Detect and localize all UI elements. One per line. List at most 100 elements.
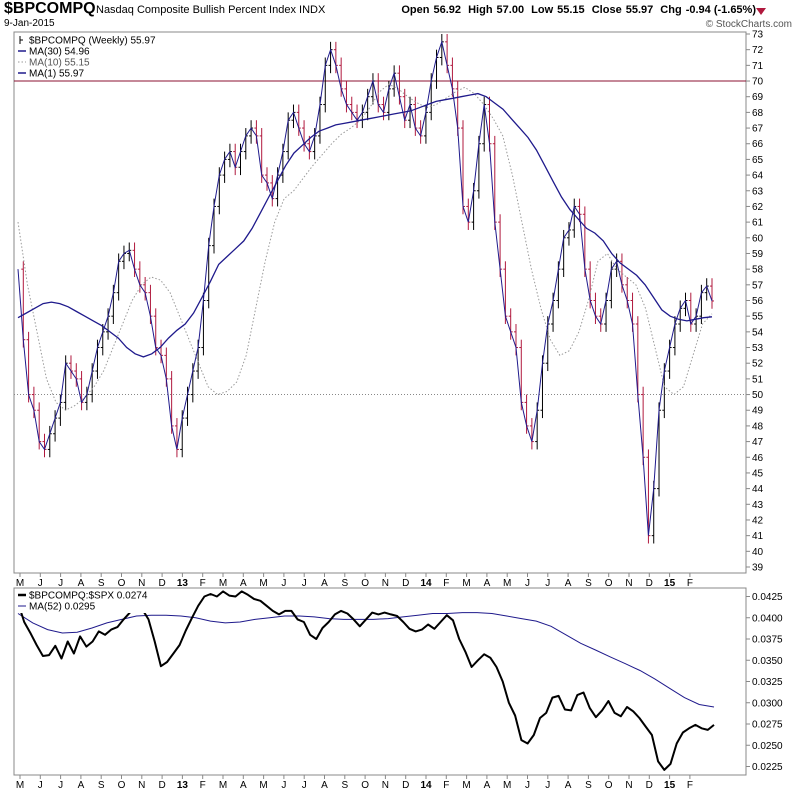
y-axis-label: 44 bbox=[752, 484, 764, 495]
low-value: 55.15 bbox=[557, 4, 585, 16]
y-axis-label: 65 bbox=[752, 155, 764, 166]
x-axis-label: M bbox=[259, 578, 267, 589]
y-axis-label: 48 bbox=[752, 421, 764, 432]
x-axis-label: A bbox=[565, 578, 572, 589]
x-axis-label: A bbox=[78, 578, 85, 589]
y-axis-label: 63 bbox=[752, 186, 764, 197]
x-axis-label: O bbox=[118, 780, 126, 791]
legend-box bbox=[16, 34, 156, 78]
y-axis-label: 0.0325 bbox=[752, 677, 783, 688]
x-axis-label: M bbox=[16, 578, 24, 589]
y-axis-label: 40 bbox=[752, 547, 764, 558]
open-label: Open bbox=[401, 4, 430, 16]
price-bar bbox=[174, 418, 179, 458]
x-axis-label: A bbox=[565, 780, 572, 791]
y-axis-label: 73 bbox=[752, 30, 764, 41]
x-axis-label: A bbox=[240, 578, 247, 589]
price-bar bbox=[121, 245, 126, 270]
y-axis-label: 59 bbox=[752, 249, 764, 260]
y-axis-label: 62 bbox=[752, 202, 764, 213]
y-axis-label: 71 bbox=[752, 61, 764, 72]
x-axis-label: 15 bbox=[664, 780, 676, 791]
x-axis-label: M bbox=[259, 780, 267, 791]
legend-box bbox=[16, 589, 166, 613]
x-axis-label: A bbox=[78, 780, 85, 791]
price-bar bbox=[572, 198, 577, 238]
price-bar bbox=[333, 41, 338, 74]
x-axis-label: N bbox=[138, 578, 145, 589]
y-axis-label: 0.0400 bbox=[752, 613, 783, 624]
stockcharts-credit: © StockCharts.com bbox=[705, 19, 792, 30]
y-axis-label: 58 bbox=[752, 265, 764, 276]
price-bar bbox=[302, 120, 307, 152]
x-axis-label: F bbox=[200, 780, 206, 791]
chart-name: Nasdaq Composite Bullish Percent Index I… bbox=[96, 4, 325, 16]
y-axis-label: 52 bbox=[752, 359, 764, 370]
price-bar bbox=[418, 120, 423, 144]
x-axis-label: M bbox=[503, 780, 511, 791]
y-axis-label: 50 bbox=[752, 390, 764, 401]
x-axis-label: F bbox=[687, 578, 693, 589]
price-bar bbox=[598, 308, 603, 332]
index-name: Nasdaq Composite Bullish Percent Index bbox=[96, 4, 296, 16]
x-axis-label: 14 bbox=[420, 578, 432, 589]
ma30-line bbox=[17, 92, 713, 358]
ma52-line bbox=[17, 612, 715, 708]
y-axis-label: 60 bbox=[752, 233, 764, 244]
y-axis-label: 0.0350 bbox=[752, 656, 783, 667]
x-axis-label: F bbox=[443, 578, 449, 589]
x-axis-label: M bbox=[219, 578, 227, 589]
x-axis-label: N bbox=[382, 780, 389, 791]
x-axis-label: O bbox=[118, 578, 126, 589]
y-axis-label: 0.0425 bbox=[752, 592, 783, 603]
price-bar bbox=[249, 120, 254, 144]
x-axis-label: 14 bbox=[420, 780, 432, 791]
high-label: High bbox=[468, 4, 493, 16]
y-axis-label: 64 bbox=[752, 171, 764, 182]
x-axis-label: N bbox=[625, 578, 632, 589]
ohlc-readout: Open 56.92 High 57.00 Low 55.15 Close 55.97 … bbox=[397, 4, 756, 16]
x-axis-label: J bbox=[545, 780, 550, 791]
y-axis-label: 54 bbox=[752, 327, 764, 338]
legend-label: MA(1) 55.97 bbox=[29, 69, 84, 80]
x-axis-label: J bbox=[281, 780, 286, 791]
x-axis-label: M bbox=[219, 780, 227, 791]
chg-label: Chg bbox=[660, 4, 682, 16]
price-bar bbox=[233, 143, 238, 176]
legend-label: MA(52) 0.0295 bbox=[29, 602, 96, 613]
x-axis-label: F bbox=[687, 780, 693, 791]
y-axis-label: 42 bbox=[752, 515, 764, 526]
x-axis-label: M bbox=[462, 780, 470, 791]
x-axis-label: S bbox=[341, 780, 348, 791]
x-axis-label: M bbox=[16, 780, 24, 791]
x-axis-label: 15 bbox=[664, 578, 676, 589]
price-bar bbox=[619, 253, 624, 293]
x-axis-label: N bbox=[382, 578, 389, 589]
x-axis-label: S bbox=[98, 780, 105, 791]
y-axis-label: 0.0275 bbox=[752, 720, 783, 731]
price-bar bbox=[106, 308, 111, 340]
y-axis-label: 53 bbox=[752, 343, 764, 354]
price-bars bbox=[21, 34, 714, 544]
price-bar bbox=[349, 96, 354, 121]
y-axis-label: 0.0375 bbox=[752, 635, 783, 646]
x-axis-label: M bbox=[503, 578, 511, 589]
x-axis-label: A bbox=[484, 780, 491, 791]
price-bar bbox=[688, 292, 693, 332]
x-axis-label: S bbox=[98, 578, 105, 589]
x-axis-label: D bbox=[402, 578, 409, 589]
x-axis-label: 13 bbox=[177, 578, 189, 589]
x-axis-label: J bbox=[525, 780, 530, 791]
x-axis-label: 13 bbox=[177, 780, 189, 791]
x-axis-label: A bbox=[321, 578, 328, 589]
close-label: Close bbox=[591, 4, 622, 16]
y-axis-label: 70 bbox=[752, 77, 764, 88]
price-bar bbox=[593, 292, 598, 325]
x-axis-label: J bbox=[38, 780, 43, 791]
price-bar bbox=[710, 278, 714, 309]
y-axis-label: 41 bbox=[752, 531, 764, 542]
y-axis-label: 46 bbox=[752, 453, 764, 464]
x-axis-label: S bbox=[585, 578, 592, 589]
